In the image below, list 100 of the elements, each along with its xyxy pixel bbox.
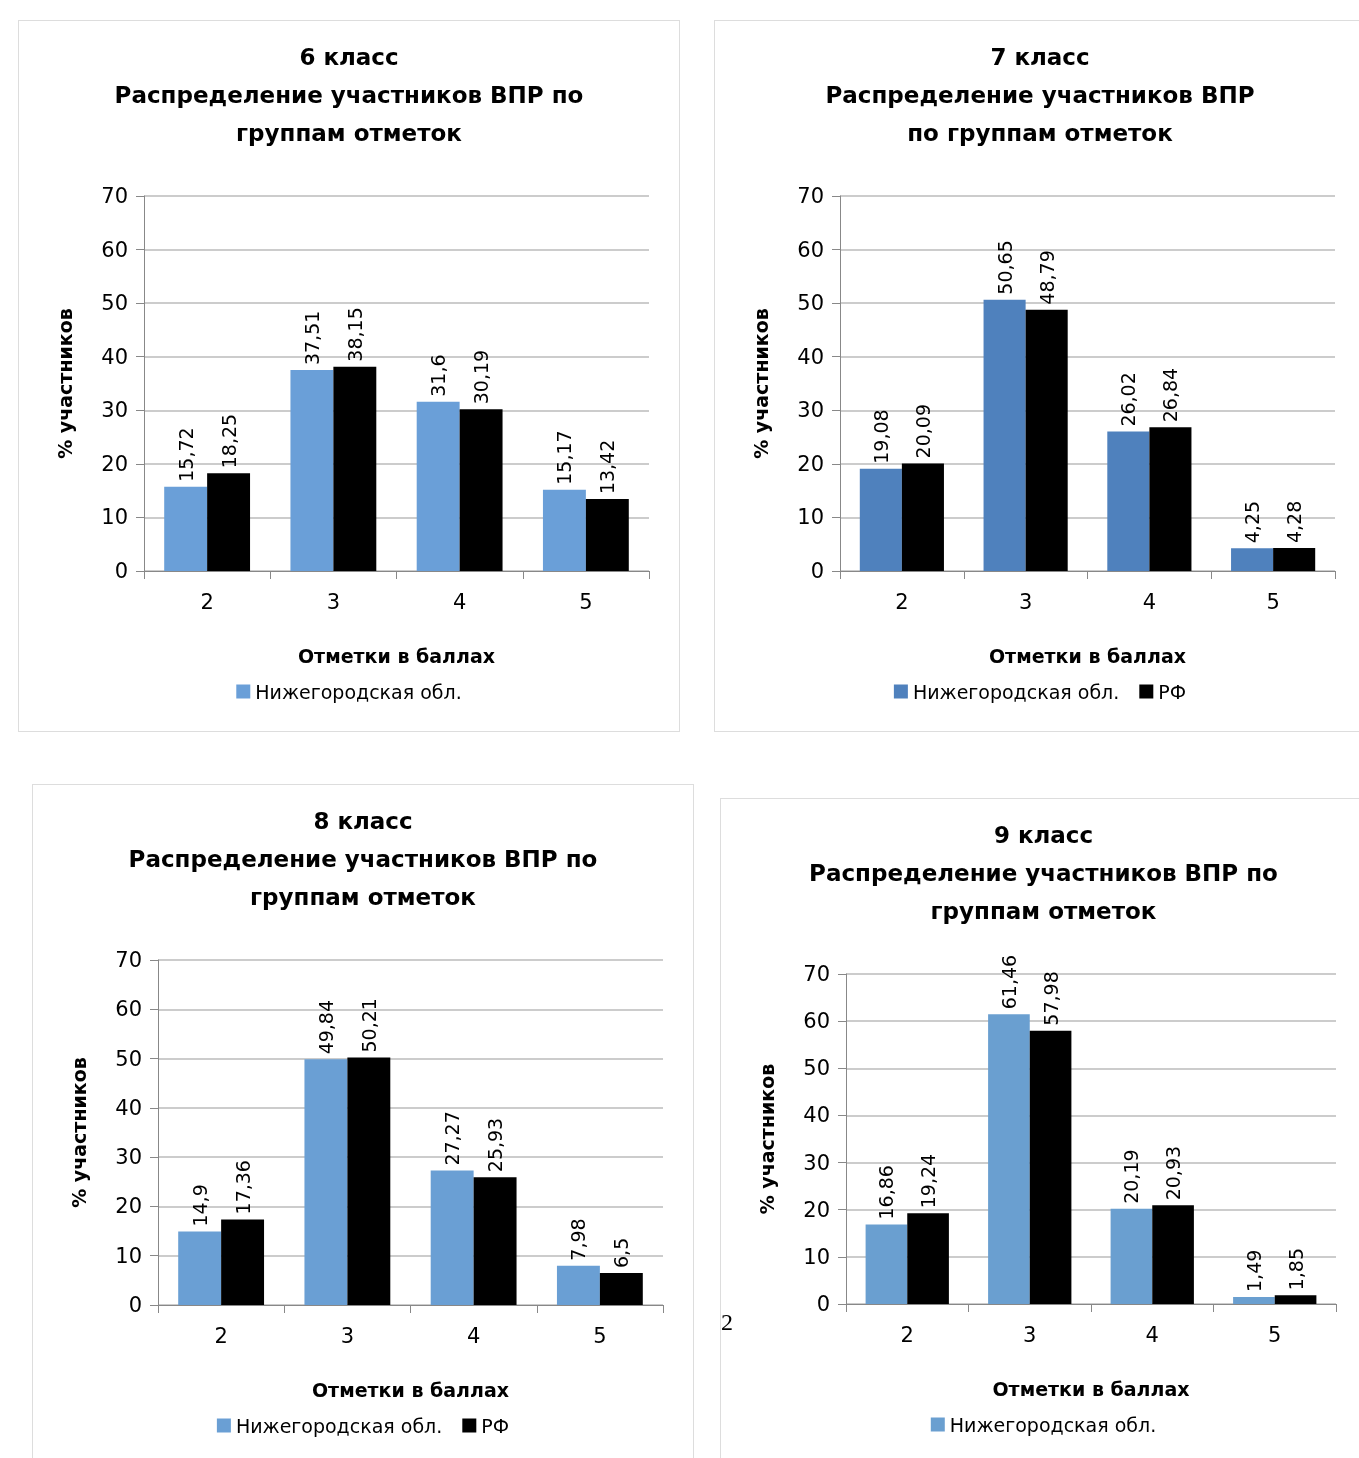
bar <box>347 1057 391 1305</box>
x-tick-label: 2 <box>895 589 909 614</box>
y-tick-label: 0 <box>128 1293 142 1317</box>
y-axis-title: % участников <box>749 308 772 459</box>
bar <box>1152 1205 1194 1304</box>
y-tick-label: 50 <box>797 291 824 316</box>
legend-label: Нижегородская обл. <box>235 1414 443 1437</box>
y-tick-label: 40 <box>115 1095 142 1120</box>
x-tick-label: 5 <box>1266 589 1280 614</box>
y-tick-label: 20 <box>101 451 128 476</box>
y-tick-label: 60 <box>803 1009 830 1034</box>
data-label: 4,28 <box>1283 500 1306 544</box>
x-tick-label: 2 <box>900 1322 914 1347</box>
y-tick-label: 20 <box>803 1197 830 1222</box>
x-tick-label: 4 <box>1142 589 1157 614</box>
y-tick-label: 10 <box>115 1243 142 1268</box>
y-tick-label: 40 <box>803 1103 830 1128</box>
bar <box>221 1219 265 1305</box>
bar <box>1233 1296 1275 1304</box>
y-tick-label: 10 <box>101 505 128 530</box>
bar <box>859 468 902 571</box>
data-label: 20,09 <box>911 403 934 459</box>
data-label: 14,9 <box>188 1184 211 1227</box>
x-tick-label: 3 <box>340 1323 355 1348</box>
x-tick-label: 2 <box>214 1323 228 1348</box>
data-label: 18,25 <box>217 413 240 469</box>
data-label: 48,79 <box>1035 250 1058 305</box>
y-tick-label: 0 <box>810 559 824 583</box>
x-tick-label: 3 <box>326 589 341 614</box>
y-tick-label: 20 <box>797 451 824 476</box>
x-axis-title: Отметки в баллах <box>297 644 496 667</box>
bar <box>207 473 251 571</box>
y-tick-label: 30 <box>803 1150 830 1175</box>
x-axis-title: Отметки в баллах <box>988 644 1187 667</box>
legend-label: РФ <box>481 1414 510 1437</box>
chart-title: 7 класс Распределение участников ВПР по группам отметок <box>825 44 1255 146</box>
bar <box>416 401 460 571</box>
y-tick-label: 0 <box>114 559 128 583</box>
bar <box>430 1170 474 1305</box>
data-label: 16,86 <box>875 1165 898 1220</box>
legend-label: Нижегородская обл. <box>912 680 1120 703</box>
bar <box>304 1059 348 1305</box>
data-label: 50,65 <box>993 240 1016 295</box>
data-label: 37,51 <box>300 310 323 366</box>
bar <box>1273 548 1316 571</box>
data-label: 49,84 <box>314 999 337 1055</box>
data-label: 30,19 <box>470 349 493 405</box>
data-label: 19,24 <box>917 1153 940 1209</box>
x-tick-label: 5 <box>1268 1322 1282 1347</box>
bar <box>542 489 586 571</box>
y-tick-label: 10 <box>797 505 824 530</box>
y-tick-label: 70 <box>101 184 128 208</box>
chart-title: 6 класс Распределение участников ВПР по группам отметок <box>114 44 584 146</box>
chart-title: 8 класс Распределение участников ВПР по группам отметок <box>128 808 598 910</box>
data-label: 26,84 <box>1159 367 1182 423</box>
data-label: 4,25 <box>1241 500 1264 544</box>
x-tick-label: 5 <box>593 1323 607 1348</box>
y-tick-label: 70 <box>803 962 830 986</box>
x-tick-label: 3 <box>1023 1322 1037 1347</box>
y-tick-label: 20 <box>115 1194 142 1219</box>
y-axis-title: % участников <box>755 1063 778 1215</box>
y-axis-title: % участников <box>67 1057 90 1208</box>
bar <box>178 1231 222 1305</box>
data-label: 50,21 <box>357 998 380 1053</box>
bar <box>983 299 1026 571</box>
x-tick-label: 3 <box>1018 589 1033 614</box>
y-tick-label: 60 <box>101 237 128 262</box>
legend-label: Нижегородская обл. <box>949 1413 1157 1436</box>
data-label: 20,19 <box>1120 1149 1143 1204</box>
chart-title: 9 класс Распределение участников ВПР по группам отметок <box>809 822 1278 924</box>
legend-label: РФ <box>1158 680 1187 703</box>
data-label: 57,98 <box>1039 971 1062 1026</box>
data-label: 6,5 <box>610 1237 633 1268</box>
data-label: 27,27 <box>441 1111 464 1166</box>
y-tick-label: 40 <box>797 344 824 369</box>
data-label: 15,72 <box>174 427 197 482</box>
bar <box>1025 309 1068 571</box>
y-tick-label: 30 <box>101 398 128 423</box>
data-label: 15,17 <box>553 430 576 485</box>
bar <box>907 1213 949 1304</box>
bar <box>585 499 629 571</box>
y-tick-label: 50 <box>115 1046 142 1071</box>
bar <box>1231 548 1274 571</box>
bar <box>333 366 377 571</box>
y-tick-label: 50 <box>803 1056 830 1081</box>
x-tick-label: 4 <box>466 1323 481 1348</box>
data-label: 17,36 <box>231 1160 254 1215</box>
y-tick-label: 10 <box>803 1244 830 1269</box>
y-tick-label: 60 <box>115 997 142 1022</box>
data-label: 26,02 <box>1117 372 1140 427</box>
bar <box>1110 1208 1153 1304</box>
y-tick-label: 30 <box>115 1145 142 1170</box>
data-label: 7,98 <box>567 1218 590 1261</box>
y-tick-label: 0 <box>816 1292 830 1316</box>
bar <box>164 486 208 571</box>
bar <box>556 1265 600 1305</box>
data-label: 1,85 <box>1284 1247 1307 1291</box>
y-tick-label: 30 <box>797 398 824 423</box>
x-axis-title: Отметки в баллах <box>992 1377 1190 1400</box>
data-label: 61,46 <box>997 954 1020 1010</box>
